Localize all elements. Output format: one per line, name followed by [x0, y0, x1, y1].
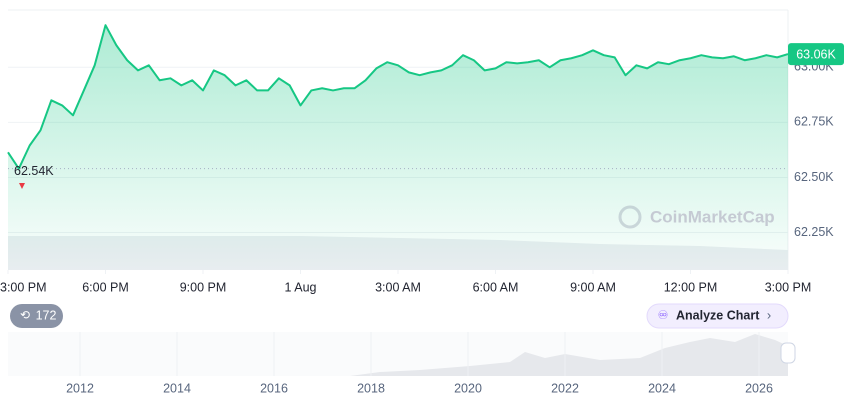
year-label: 2016: [260, 381, 288, 395]
watermark: CoinMarketCap: [650, 207, 775, 226]
navigator-area: [8, 334, 788, 376]
year-label: 2012: [66, 381, 94, 395]
price-tag-label: 63.06K: [796, 47, 836, 61]
x-tick-label: 6:00 AM: [473, 280, 519, 294]
analyze-icon: ♾: [658, 308, 669, 322]
x-tick-label: 9:00 PM: [180, 280, 227, 294]
badge[interactable]: [10, 304, 63, 328]
y-tick-label: 62.50K: [794, 170, 834, 184]
line: [7, 24, 789, 170]
year-label: 2022: [551, 381, 579, 395]
low-label: 62.54K: [14, 164, 54, 178]
x-tick-label: 12:00 PM: [664, 280, 718, 294]
y-tick-label: 62.25K: [794, 225, 834, 239]
y-tick-label: 62.75K: [794, 115, 834, 129]
badge-count: 172: [36, 308, 57, 322]
x-tick-label: 3:00 PM: [0, 280, 47, 294]
year-label: 2024: [648, 381, 676, 395]
area: [8, 25, 788, 271]
x-tick-label: 6:00 PM: [82, 280, 129, 294]
price-tag: [788, 43, 844, 66]
year-label: 2018: [357, 381, 385, 395]
low-arrow: [19, 183, 25, 189]
x-tick-label: 1 Aug: [285, 280, 317, 294]
year-label: 2014: [163, 381, 191, 395]
year-label: 2026: [745, 381, 773, 395]
badge-icon: ⟲: [20, 308, 30, 322]
chevron: ›: [767, 307, 771, 322]
year-label: 2020: [454, 381, 482, 395]
analyze-label: Analyze Chart: [676, 308, 760, 322]
navigator-handle[interactable]: [780, 342, 796, 364]
analyze-button[interactable]: [646, 303, 789, 329]
x-tick-label: 3:00 PM: [765, 280, 812, 294]
watermark-logo: [618, 205, 642, 229]
x-tick-label: 3:00 AM: [375, 280, 421, 294]
x-tick-label: 9:00 AM: [570, 280, 616, 294]
